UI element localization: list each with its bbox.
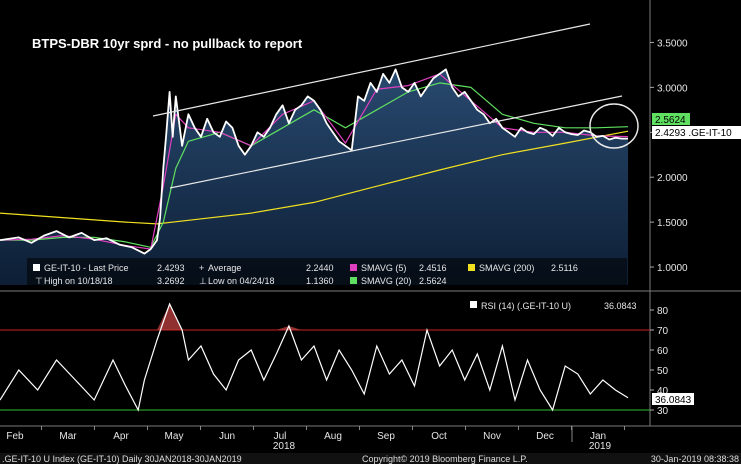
price-line (0, 68, 628, 255)
sma20-price-tag (652, 113, 690, 125)
last-price-tag (652, 126, 741, 139)
highlight-circle (589, 103, 639, 149)
lower-trendline (169, 95, 623, 189)
legend-swatch-sma5 (350, 264, 357, 271)
legend-average-label: Average (208, 263, 241, 273)
x-tick-label: Aug (324, 431, 342, 442)
x-tick-label: Nov (483, 431, 501, 442)
rsi-overbought-fill (276, 326, 302, 330)
legend-high-marker: ⊤ (35, 276, 43, 286)
x-tick-label: Dec (536, 431, 554, 442)
y-tick-label: 3.0000 (657, 83, 688, 94)
x-tick-label: Oct (431, 431, 447, 442)
rsi-value-tag (652, 393, 694, 405)
rsi-tick-label: 30 (657, 406, 669, 417)
sma200-line (0, 130, 629, 225)
legend-sma20-label: SMAVG (20) (361, 276, 411, 286)
footer-bar (0, 453, 741, 464)
legend-sma200-label: SMAVG (200) (479, 263, 534, 273)
rsi-tick-label: 40 (657, 386, 669, 397)
footer-copyright: Copyright© 2019 Bloomberg Finance L.P. (362, 454, 528, 464)
x-tick-label: May (165, 431, 184, 442)
footer-timestamp: 30-Jan-2019 08:38:38 (651, 454, 739, 464)
rsi-legend-swatch (470, 301, 477, 308)
year-label-2019: 2019 (589, 441, 612, 452)
rsi-line (0, 302, 629, 412)
legend-sma20-value: 2.5624 (419, 276, 447, 286)
x-tick-label: Apr (113, 431, 129, 442)
rsi-legend-value: 36.0843 (604, 301, 637, 311)
y-tick-label: 1.5000 (657, 218, 688, 229)
legend-price-label: GE-IT-10 - Last Price (44, 263, 129, 273)
x-tick-label: Jul (274, 431, 287, 442)
legend-average-marker: + (199, 263, 204, 273)
legend-low-label: Low on 04/24/18 (208, 276, 275, 286)
x-tick-label: Mar (59, 431, 77, 442)
legend-low-value: 1.1360 (306, 276, 334, 286)
rsi-tick-label: 60 (657, 346, 669, 357)
x-tick-label: Feb (6, 431, 24, 442)
legend-box (27, 258, 627, 288)
x-tick-label: Sep (377, 431, 395, 442)
legend-high-label: High on 10/18/18 (44, 276, 113, 286)
price-area-fill (0, 69, 628, 286)
legend-swatch-sma20 (350, 277, 357, 284)
upper-trendline (152, 23, 591, 117)
sma20-price-tag-text: 2.5624 (655, 115, 686, 126)
legend: GE-IT-10 - Last Price 2.4293 + Average 2… (27, 258, 627, 288)
chart-title: BTPS-DBR 10yr sprd - no pullback to repo… (32, 36, 303, 51)
rsi-tick-label: 70 (657, 326, 669, 337)
rsi-tick-label: 50 (657, 366, 669, 377)
year-label-2018: 2018 (273, 441, 296, 452)
x-tick-label: Jun (219, 431, 235, 442)
legend-swatch-sma200 (468, 264, 475, 271)
y-tick-label: 3.5000 (657, 38, 688, 49)
rsi-tick-label: 80 (657, 306, 669, 317)
sma20-line (0, 82, 629, 248)
y-tick-label: 1.0000 (657, 263, 688, 274)
legend-sma5-label: SMAVG (5) (361, 263, 406, 273)
last-price-tag-text: 2.4293 .GE-IT-10 (655, 128, 732, 139)
legend-sma5-value: 2.4516 (419, 263, 447, 273)
rsi-legend-label: RSI (14) (.GE-IT-10 U) (481, 301, 571, 311)
legend-price-value: 2.4293 (157, 263, 185, 273)
legend-low-marker: ⊥ (199, 276, 207, 286)
y-tick-label: 2.0000 (657, 173, 688, 184)
x-tick-label: Jan (590, 431, 606, 442)
legend-sma200-value: 2.5116 (551, 263, 578, 273)
legend-high-value: 3.2692 (157, 276, 185, 286)
footer-index: .GE-IT-10 U Index (GE-IT-10) Daily 30JAN… (2, 454, 242, 464)
rsi-value-tag-text: 36.0843 (655, 395, 692, 406)
legend-swatch-price (33, 264, 40, 271)
rsi-overbought-fill (157, 304, 183, 330)
legend-average-value: 2.2440 (306, 263, 334, 273)
